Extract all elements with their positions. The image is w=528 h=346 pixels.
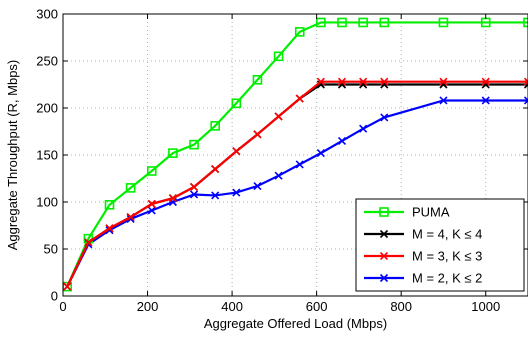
- series-group: [62, 17, 528, 292]
- data-point: [337, 77, 347, 86]
- x-tick-label: 200: [137, 299, 159, 314]
- data-point: [358, 17, 368, 28]
- data-point: [84, 238, 93, 247]
- legend-item: M = 4, K ≤ 4: [364, 227, 482, 242]
- data-point: [189, 190, 199, 199]
- data-point: [232, 147, 241, 156]
- data-point: [337, 17, 347, 28]
- data-point: [274, 112, 283, 121]
- x-tick-label: 0: [59, 299, 66, 314]
- data-point: [316, 77, 325, 86]
- x-axis-label: Aggregate Offered Load (Mbps): [204, 316, 387, 331]
- data-point: [125, 183, 136, 193]
- data-point: [439, 77, 448, 86]
- data-point: [379, 17, 390, 28]
- data-point: [253, 181, 262, 191]
- data-point: [316, 149, 325, 158]
- data-point: [359, 77, 368, 86]
- legend-label: M = 3, K ≤ 3: [412, 249, 482, 264]
- data-point: [523, 77, 528, 86]
- data-point: [147, 199, 156, 208]
- series-group: [63, 77, 528, 291]
- legend-swatch-marker: [379, 229, 389, 239]
- grid-lines: [63, 14, 528, 296]
- series-line: [66, 21, 528, 288]
- data-point: [438, 17, 449, 28]
- x-tick-label: 400: [221, 299, 243, 314]
- legend-item: PUMA: [364, 205, 450, 220]
- x-tick-label: 600: [306, 299, 328, 314]
- data-point: [168, 148, 178, 158]
- data-point: [189, 139, 199, 150]
- y-tick-label: 150: [36, 148, 58, 163]
- data-point: [273, 51, 284, 62]
- x-tick-label: 1000: [471, 299, 500, 314]
- data-point: [126, 212, 135, 222]
- y-tick-label: 0: [51, 289, 58, 304]
- data-point: [316, 17, 326, 28]
- data-point: [359, 124, 368, 133]
- data-point: [295, 160, 304, 169]
- legend: PUMA M = 4, K ≤ 4 M = 3, K ≤ 3 M = 2, K ≤ 2: [355, 198, 525, 292]
- data-point: [105, 224, 114, 233]
- data-point: [231, 98, 242, 109]
- legend-swatch-marker: [379, 207, 389, 217]
- data-point: [380, 113, 389, 122]
- axis-ticks: 0 200 400 600 800 1000 0 50 100 150 200 250 300: [36, 7, 528, 314]
- data-point: [211, 191, 220, 200]
- y-tick-label: 100: [36, 195, 58, 210]
- data-point: [481, 96, 490, 105]
- legend-label: M = 4, K ≤ 4: [412, 227, 482, 242]
- data-point: [294, 27, 305, 37]
- x-tick-label: 800: [390, 299, 412, 314]
- data-point: [168, 194, 177, 203]
- data-point: [253, 130, 262, 139]
- data-point: [481, 77, 490, 86]
- data-point: [210, 121, 220, 131]
- series-layer: [62, 17, 528, 292]
- data-point: [274, 171, 283, 180]
- data-point: [63, 282, 72, 291]
- data-point: [147, 206, 156, 215]
- data-point: [104, 200, 115, 210]
- legend-label: PUMA: [412, 205, 450, 220]
- legend-label: M = 2, K ≤ 2: [412, 271, 482, 286]
- data-point: [146, 166, 157, 176]
- data-point: [211, 165, 220, 174]
- y-axis-label: Aggregate Throughput (R, Mbps): [5, 60, 20, 251]
- y-tick-label: 250: [36, 54, 58, 69]
- data-point: [523, 96, 528, 105]
- legend-swatch-marker: [379, 251, 389, 261]
- legend-swatch-marker: [379, 273, 389, 283]
- data-point: [337, 136, 347, 145]
- y-tick-label: 200: [36, 101, 58, 116]
- data-point: [523, 17, 528, 28]
- data-point: [232, 188, 241, 197]
- data-point: [189, 182, 199, 192]
- y-tick-label: 50: [44, 242, 58, 257]
- data-point: [252, 75, 263, 85]
- legend-box: [355, 198, 525, 292]
- legend-item: M = 2, K ≤ 2: [364, 271, 482, 286]
- y-tick-label: 300: [36, 7, 58, 22]
- data-point: [439, 96, 448, 105]
- data-point: [295, 94, 304, 103]
- legend-item: M = 3, K ≤ 3: [364, 249, 482, 264]
- data-point: [380, 77, 389, 86]
